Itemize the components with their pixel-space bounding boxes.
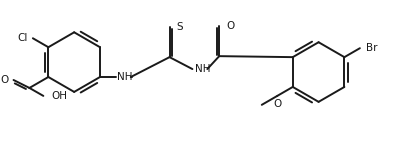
Text: NH: NH (117, 72, 133, 82)
Text: Cl: Cl (18, 33, 28, 43)
Text: O: O (273, 99, 282, 109)
Text: OH: OH (51, 91, 67, 101)
Text: O: O (0, 75, 9, 85)
Text: O: O (226, 21, 235, 31)
Text: Br: Br (366, 43, 377, 53)
Text: S: S (177, 22, 183, 32)
Text: NH: NH (195, 64, 210, 74)
